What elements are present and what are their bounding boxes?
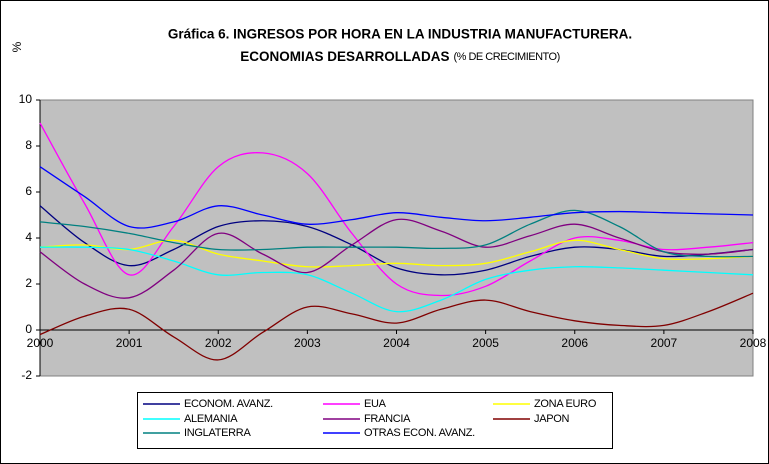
y-tick-label: 4 xyxy=(25,230,32,244)
legend-label: INGLATERRA xyxy=(184,427,251,439)
x-tick-label: 2006 xyxy=(561,336,588,350)
line xyxy=(39,122,754,297)
y-tick-label: 0 xyxy=(25,322,32,336)
y-tick-label: -2 xyxy=(21,368,32,382)
line xyxy=(39,166,754,229)
x-tick-label: 2005 xyxy=(472,336,499,350)
x-tick-label: 2007 xyxy=(651,336,678,350)
y-tick-label: 6 xyxy=(25,184,32,198)
plot-area xyxy=(39,99,754,377)
legend-label: ECONOM. AVANZ. xyxy=(184,398,273,410)
y-tick-label: 2 xyxy=(25,276,32,290)
x-tick-label: 2002 xyxy=(205,336,232,350)
chart-title: Gráfica 6. INGRESOS POR HORA EN LA INDUS… xyxy=(168,27,632,42)
line xyxy=(39,239,754,268)
y-tick-label: 10 xyxy=(19,92,33,106)
x-tick-label: 2001 xyxy=(116,336,143,350)
x-tick-label: 2000 xyxy=(27,336,54,350)
line xyxy=(39,205,754,276)
legend-label: OTRAS ECON. AVANZ. xyxy=(364,427,475,439)
legend xyxy=(137,392,613,449)
legend-label: ZONA EURO xyxy=(534,398,597,410)
legend-label: FRANCIA xyxy=(364,413,411,425)
legend-label: EUA xyxy=(364,398,387,410)
y-axis-label: % xyxy=(10,41,24,52)
title-line: ECONOMIAS DESARROLLADAS xyxy=(240,49,449,64)
chart-title: ECONOMIAS DESARROLLADAS (% DE CRECIMIENTO… xyxy=(240,49,560,64)
subtitle: (% DE CRECIMIENTO) xyxy=(453,51,559,63)
line xyxy=(39,218,754,299)
line xyxy=(39,292,754,361)
legend-label: JAPON xyxy=(534,413,570,425)
x-tick-label: 2003 xyxy=(294,336,321,350)
legend-label: ALEMANIA xyxy=(184,413,238,425)
y-tick-label: 8 xyxy=(25,138,32,152)
line xyxy=(39,246,754,313)
x-tick-label: 2008 xyxy=(740,336,767,350)
x-tick-label: 2004 xyxy=(383,336,410,350)
line xyxy=(39,209,754,258)
